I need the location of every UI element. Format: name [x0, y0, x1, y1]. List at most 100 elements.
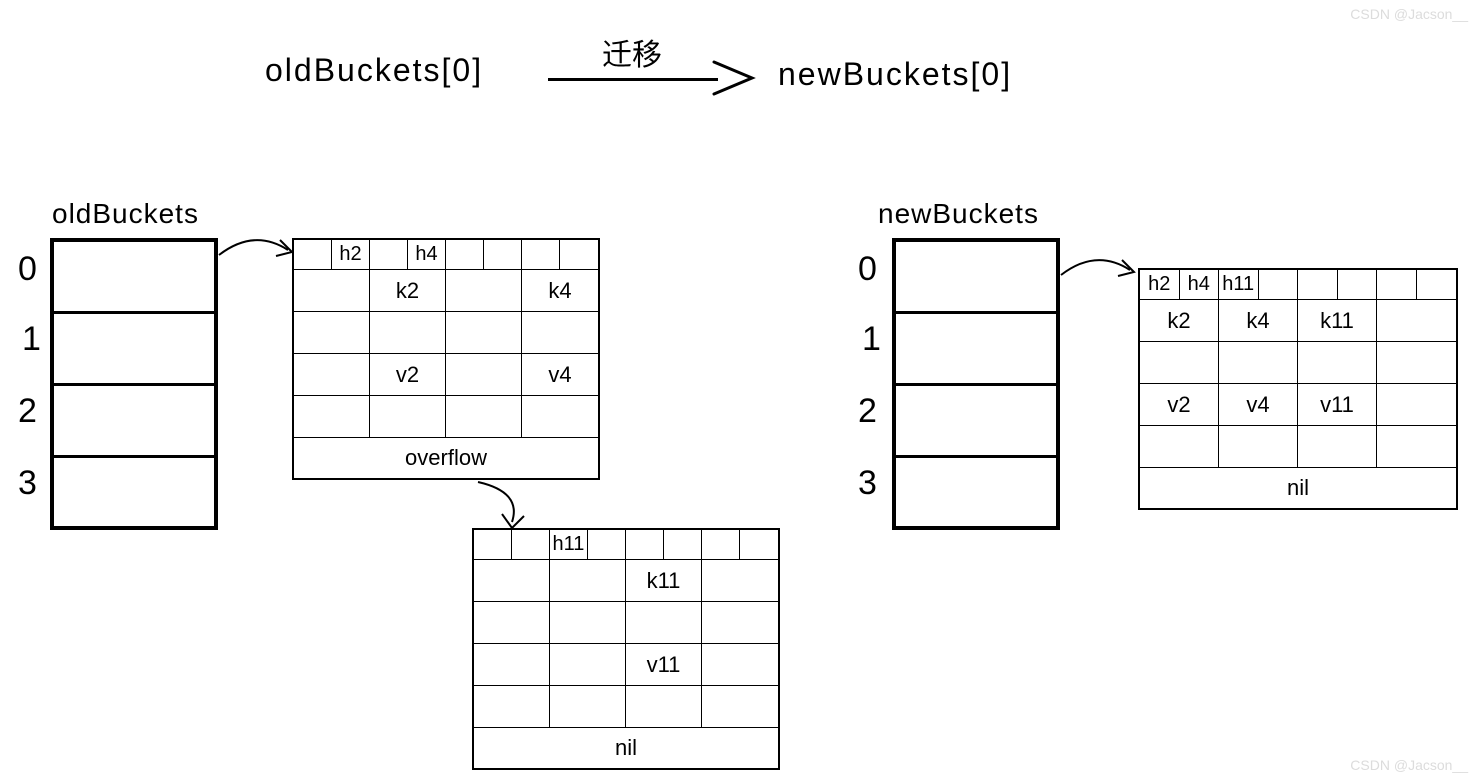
old-v1-2 — [446, 354, 522, 395]
new-th-7 — [1417, 270, 1457, 299]
new-v2-2 — [1298, 426, 1377, 467]
old-index-3: 3 — [18, 464, 37, 503]
new-k1-2: k11 — [1298, 300, 1377, 341]
new-k1-3 — [1377, 300, 1456, 341]
old-th-2 — [370, 240, 408, 269]
new-v2-1 — [1219, 426, 1298, 467]
old-bmap: h2 h4 k2 k4 v2 v4 overflow — [292, 238, 600, 480]
old-slot-1 — [54, 314, 214, 386]
old-th-0 — [294, 240, 332, 269]
of-th-6 — [702, 530, 740, 559]
old-slot0-to-bmap-arrow — [214, 220, 304, 280]
new-k1-0: k2 — [1140, 300, 1219, 341]
old-th-7 — [560, 240, 598, 269]
old-v2-3 — [522, 396, 598, 437]
new-k2-1 — [1219, 342, 1298, 383]
old-k1-2 — [446, 270, 522, 311]
new-v1-0: v2 — [1140, 384, 1219, 425]
old-bucket-array — [50, 238, 218, 530]
of-th-5 — [664, 530, 702, 559]
new-slot-1 — [896, 314, 1056, 386]
new-v2-0 — [1140, 426, 1219, 467]
old-index-0: 0 — [18, 250, 37, 289]
new-k1-1: k4 — [1219, 300, 1298, 341]
watermark-bottom: CSDN @Jacson__ — [1350, 757, 1468, 773]
old-k1-1: k2 — [370, 270, 446, 311]
old-v2-2 — [446, 396, 522, 437]
old-k2-1 — [370, 312, 446, 353]
of-th-1 — [512, 530, 550, 559]
new-index-0: 0 — [858, 250, 877, 289]
new-th-4 — [1298, 270, 1338, 299]
of-k2-3 — [702, 602, 778, 643]
old-k2-3 — [522, 312, 598, 353]
of-th-0 — [474, 530, 512, 559]
old-v1-0 — [294, 354, 370, 395]
of-nil-label: nil — [474, 728, 778, 768]
of-k1-1 — [550, 560, 626, 601]
of-th-3 — [588, 530, 626, 559]
new-index-2: 2 — [858, 392, 877, 431]
old-overflow-bmap: h11 k11 v11 nil — [472, 528, 780, 770]
new-v1-3 — [1377, 384, 1456, 425]
new-th-3 — [1259, 270, 1299, 299]
old-index-2: 2 — [18, 392, 37, 431]
new-slot-2 — [896, 386, 1056, 458]
old-overflow-label: overflow — [294, 438, 598, 478]
of-k2-1 — [550, 602, 626, 643]
new-k2-2 — [1298, 342, 1377, 383]
old-k2-0 — [294, 312, 370, 353]
old-slot-3 — [54, 458, 214, 526]
header-new-label: newBuckets[0] — [778, 56, 1012, 93]
of-k1-3 — [702, 560, 778, 601]
of-th-2: h11 — [550, 530, 588, 559]
old-th-6 — [522, 240, 560, 269]
new-th-1: h4 — [1180, 270, 1220, 299]
of-k2-2 — [626, 602, 702, 643]
old-slot-0 — [54, 242, 214, 314]
migrate-arrow-line — [548, 78, 718, 81]
new-slot-3 — [896, 458, 1056, 526]
header-migrate-label: 迁移 — [602, 30, 662, 74]
new-index-1: 1 — [862, 320, 881, 359]
new-slot0-to-bmap-arrow — [1056, 240, 1146, 300]
of-v2-1 — [550, 686, 626, 727]
new-index-3: 3 — [858, 464, 877, 503]
old-index-1: 1 — [22, 320, 41, 359]
new-th-2: h11 — [1219, 270, 1259, 299]
new-v2-3 — [1377, 426, 1456, 467]
new-buckets-title: newBuckets — [878, 198, 1039, 230]
old-th-5 — [484, 240, 522, 269]
header-old-label: oldBuckets[0] — [265, 52, 483, 89]
old-v2-0 — [294, 396, 370, 437]
old-th-4 — [446, 240, 484, 269]
of-v2-3 — [702, 686, 778, 727]
of-k1-0 — [474, 560, 550, 601]
of-th-4 — [626, 530, 664, 559]
old-k1-0 — [294, 270, 370, 311]
new-bucket-array — [892, 238, 1060, 530]
new-th-5 — [1338, 270, 1378, 299]
migrate-arrow-head — [712, 58, 758, 98]
old-slot-2 — [54, 386, 214, 458]
old-th-1: h2 — [332, 240, 370, 269]
new-bmap: h2 h4 h11 k2 k4 k11 v2 v4 v11 nil — [1138, 268, 1458, 510]
new-v1-2: v11 — [1298, 384, 1377, 425]
new-v1-1: v4 — [1219, 384, 1298, 425]
of-v2-0 — [474, 686, 550, 727]
new-k2-0 — [1140, 342, 1219, 383]
old-v1-1: v2 — [370, 354, 446, 395]
new-nil-label: nil — [1140, 468, 1456, 508]
of-k1-2: k11 — [626, 560, 702, 601]
old-v2-1 — [370, 396, 446, 437]
of-v1-2: v11 — [626, 644, 702, 685]
new-th-0: h2 — [1140, 270, 1180, 299]
of-k2-0 — [474, 602, 550, 643]
old-k2-2 — [446, 312, 522, 353]
of-v1-3 — [702, 644, 778, 685]
new-k2-3 — [1377, 342, 1456, 383]
old-k1-3: k4 — [522, 270, 598, 311]
watermark-top: CSDN @Jacson__ — [1350, 6, 1468, 22]
new-th-6 — [1377, 270, 1417, 299]
old-v1-3: v4 — [522, 354, 598, 395]
